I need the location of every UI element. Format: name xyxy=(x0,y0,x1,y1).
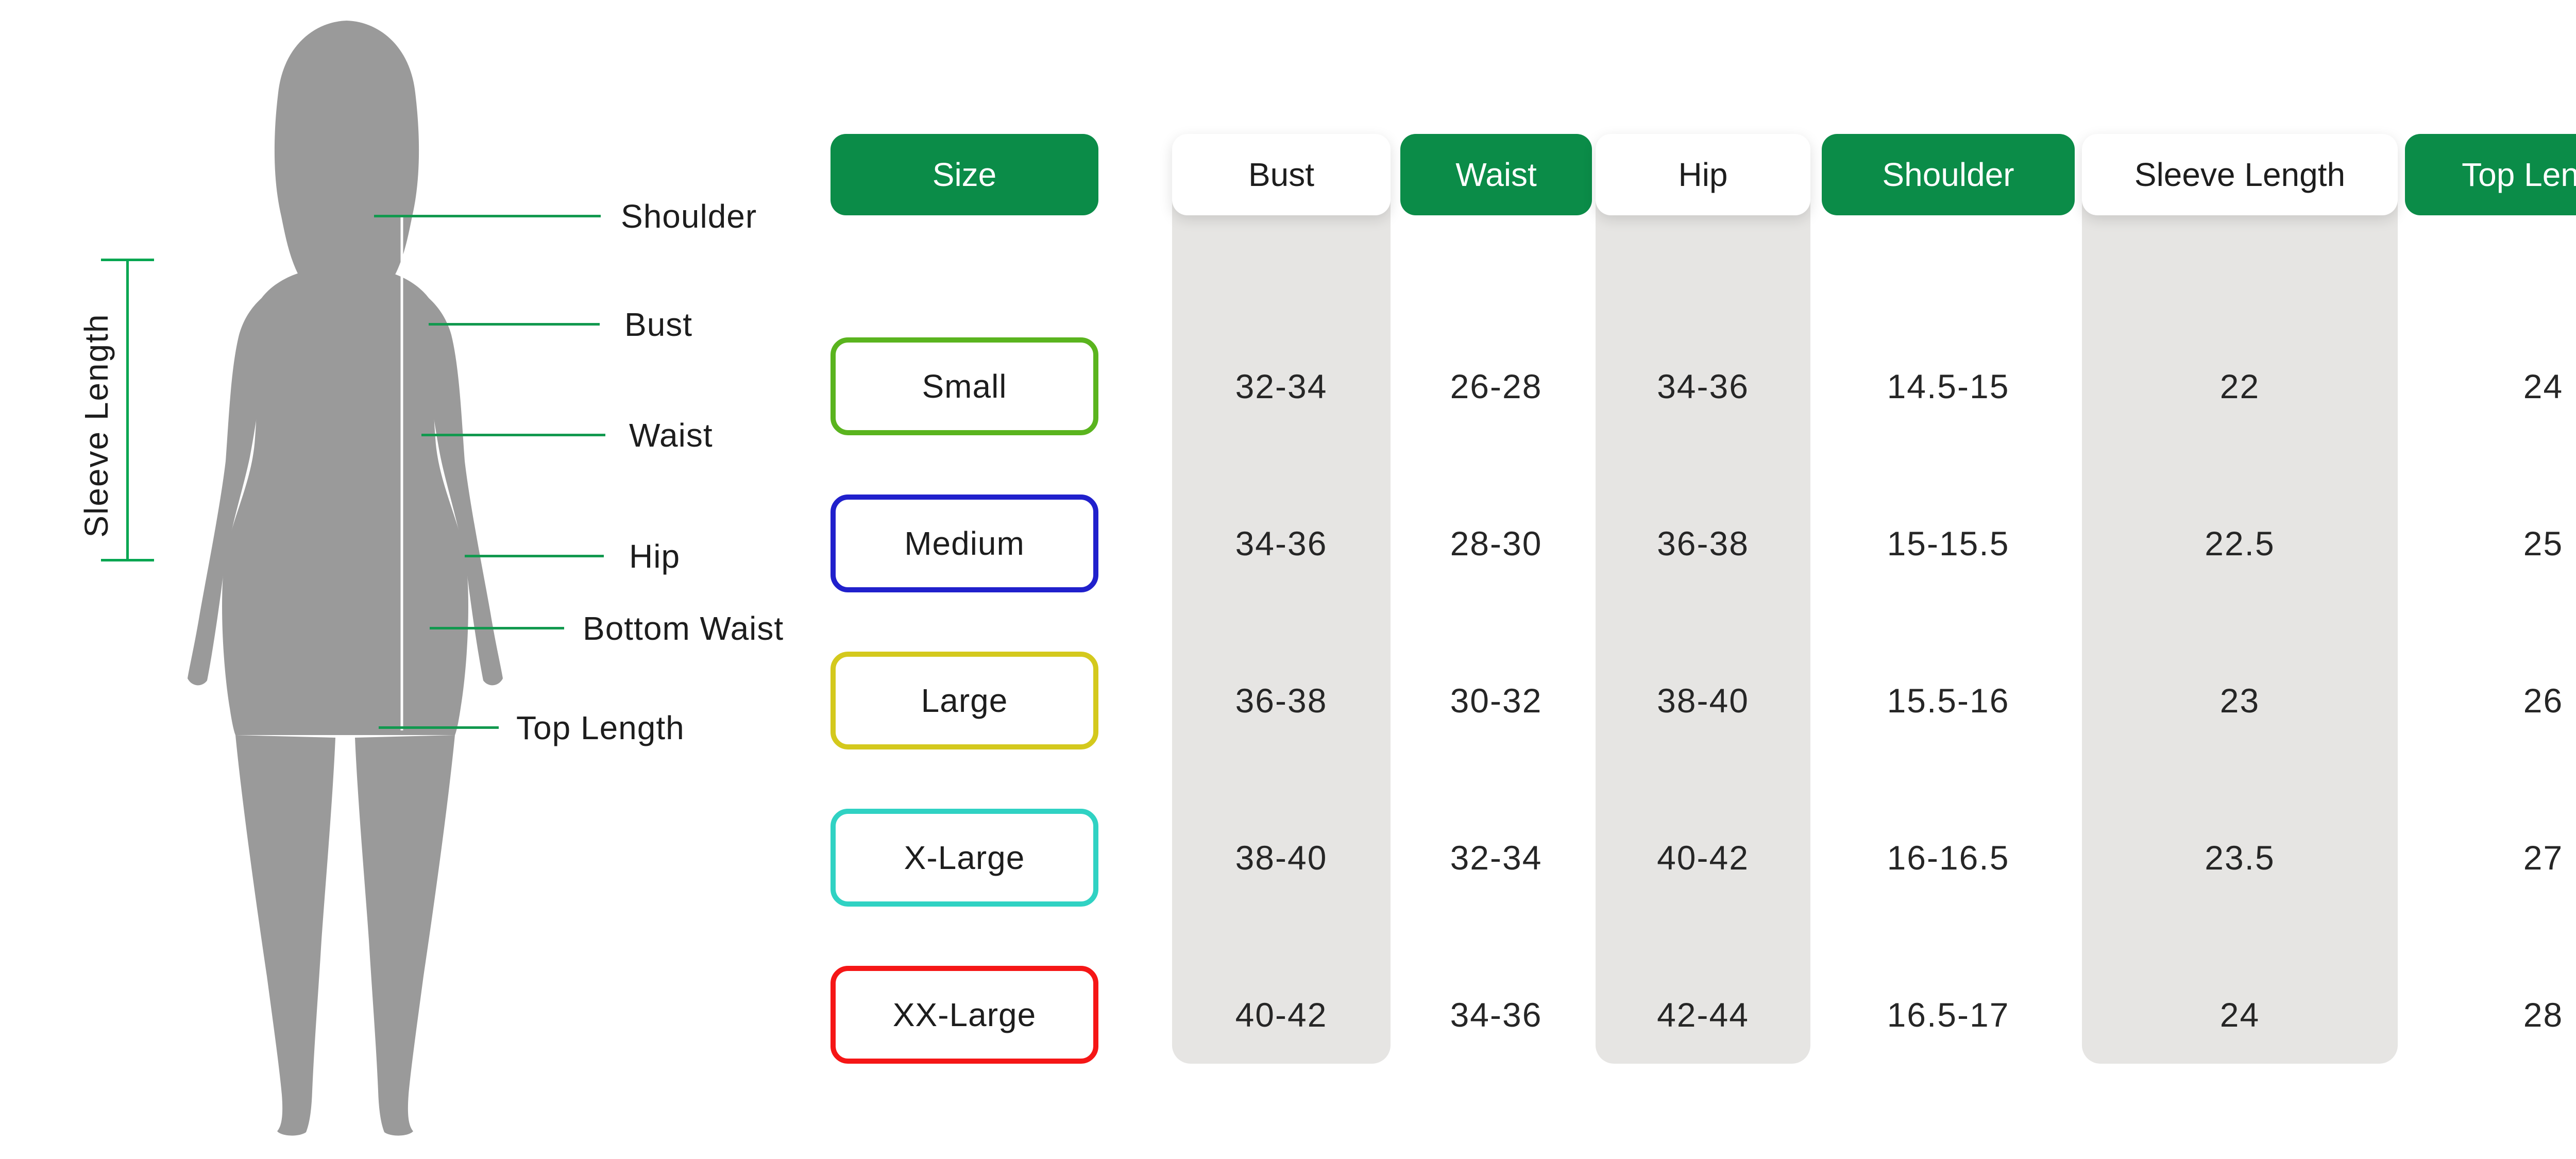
column-sleeve-length-background xyxy=(2082,170,2398,1064)
column-bust-background xyxy=(1172,170,1391,1064)
column-size: Size Small Medium Large X-Large XX-Large xyxy=(831,0,1098,1159)
size-button-x-large[interactable]: X-Large xyxy=(831,809,1098,907)
size-header-chip: Size xyxy=(831,134,1098,215)
silhouette-torso xyxy=(222,267,468,735)
waist-leader-line xyxy=(421,434,605,436)
top-length-value-large: 26 xyxy=(2523,681,2564,720)
size-button-xx-large[interactable]: XX-Large xyxy=(831,966,1098,1064)
top-length-value-xx-large: 28 xyxy=(2523,996,2564,1034)
column-bust: Bust 32-34 34-36 36-38 38-40 40-42 xyxy=(1172,0,1391,1159)
shoulder-header-chip: Shoulder xyxy=(1822,134,2075,215)
sleeve-length-value-xx-large: 24 xyxy=(2219,996,2260,1034)
top-length-leader-line xyxy=(379,726,499,729)
sleeve-length-value-medium: 22.5 xyxy=(2205,524,2275,563)
waist-value-x-large: 32-34 xyxy=(1450,839,1543,877)
size-button-large[interactable]: Large xyxy=(831,652,1098,749)
shoulder-value-small: 14.5-15 xyxy=(1887,367,2010,405)
sleeve-length-value-large: 23 xyxy=(2219,681,2260,720)
column-hip: Hip 34-36 36-38 38-40 40-42 42-44 xyxy=(1596,0,1810,1159)
bust-value-medium: 34-36 xyxy=(1235,524,1328,563)
silhouette-left-leg xyxy=(235,735,335,1136)
silhouette-head xyxy=(274,21,419,276)
shoulder-value-medium: 15-15.5 xyxy=(1887,524,2010,563)
shoulder-value-x-large: 16-16.5 xyxy=(1887,839,2010,877)
bust-value-xx-large: 40-42 xyxy=(1235,996,1328,1034)
top-length-value-small: 24 xyxy=(2523,367,2564,405)
waist-header-chip: Waist xyxy=(1400,134,1592,215)
waist-figure-label: Waist xyxy=(629,417,713,454)
sleeve-length-header-chip: Sleeve Length xyxy=(2082,134,2398,215)
bottom-waist-leader-line xyxy=(430,627,564,629)
bust-leader-line xyxy=(429,323,600,326)
column-hip-background xyxy=(1596,170,1810,1064)
waist-value-small: 26-28 xyxy=(1450,367,1543,405)
waist-value-xx-large: 34-36 xyxy=(1450,996,1543,1034)
bust-value-small: 32-34 xyxy=(1235,367,1328,405)
hip-leader-line xyxy=(465,555,604,557)
top-length-header-chip: Top Length xyxy=(2405,134,2576,215)
waist-value-medium: 28-30 xyxy=(1450,524,1543,563)
size-button-small[interactable]: Small xyxy=(831,337,1098,435)
size-button-medium[interactable]: Medium xyxy=(831,495,1098,592)
sleeve-length-value-x-large: 23.5 xyxy=(2205,839,2275,877)
bust-figure-label: Bust xyxy=(624,306,693,343)
hip-value-xx-large: 42-44 xyxy=(1657,996,1749,1034)
top-length-figure-label: Top Length xyxy=(516,709,685,746)
sleeve-length-figure-label: Sleeve Length xyxy=(78,313,115,538)
sleeve-length-bracket-bottom-cap xyxy=(101,559,154,561)
sleeve-length-bracket-line xyxy=(126,260,129,560)
sleeve-length-value-small: 22 xyxy=(2219,367,2260,405)
shoulder-value-xx-large: 16.5-17 xyxy=(1887,996,2010,1034)
silhouette-right-leg xyxy=(355,735,455,1136)
shoulder-leader-line xyxy=(374,215,601,217)
top-length-value-x-large: 27 xyxy=(2523,839,2564,877)
bottom-waist-figure-label: Bottom Waist xyxy=(583,610,784,647)
hip-figure-label: Hip xyxy=(629,538,681,575)
silhouette-right-arm xyxy=(397,278,503,686)
column-sleeve-length: Sleeve Length 22 22.5 23 23.5 24 xyxy=(2082,0,2398,1159)
bust-value-large: 36-38 xyxy=(1235,681,1328,720)
hip-value-x-large: 40-42 xyxy=(1657,839,1749,877)
bust-value-x-large: 38-40 xyxy=(1235,839,1328,877)
hip-value-medium: 36-38 xyxy=(1657,524,1749,563)
shoulder-figure-label: Shoulder xyxy=(621,198,757,235)
hip-header-chip: Hip xyxy=(1596,134,1810,215)
hip-value-small: 34-36 xyxy=(1657,367,1749,405)
bust-header-chip: Bust xyxy=(1172,134,1391,215)
shoulder-value-large: 15.5-16 xyxy=(1887,681,2010,720)
hip-value-large: 38-40 xyxy=(1657,681,1749,720)
female-body-silhouette xyxy=(188,21,503,1136)
top-length-value-medium: 25 xyxy=(2523,524,2564,563)
waist-value-large: 30-32 xyxy=(1450,681,1543,720)
column-shoulder: Shoulder 14.5-15 15-15.5 15.5-16 16-16.5… xyxy=(1822,0,2075,1159)
column-waist: Waist 26-28 28-30 30-32 32-34 34-36 xyxy=(1400,0,1592,1159)
column-top-length: Top Length 24 25 26 27 28 xyxy=(2405,0,2576,1159)
silhouette-left-arm xyxy=(188,278,294,686)
